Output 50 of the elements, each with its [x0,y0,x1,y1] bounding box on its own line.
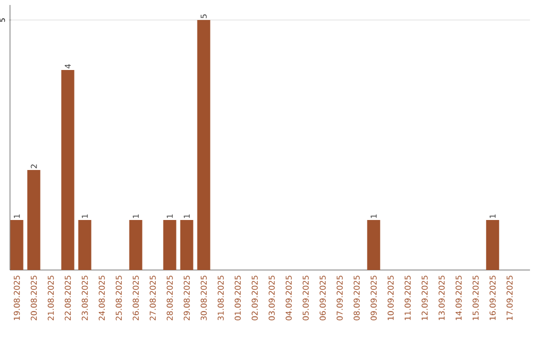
x-tick-label: 04.09.2025 [286,276,292,320]
bar [180,220,194,270]
data-label: 1 [132,214,139,218]
data-label: 1 [82,214,88,218]
bar [486,220,500,270]
x-tick-label: 06.09.2025 [320,276,326,320]
x-tick-label: 03.09.2025 [268,276,275,320]
x-tick-label: 28.08.2025 [166,276,173,320]
x-tick-label: 15.09.2025 [472,276,479,320]
x-tick-label: 19.08.2025 [14,276,20,320]
bar [129,220,142,270]
x-tick-label: 11.09.2025 [404,276,411,320]
x-tick-label: 07.09.2025 [336,276,343,320]
data-label: 2 [30,164,37,168]
x-tick-label: 12.09.2025 [422,276,428,320]
x-tick-label: 31.08.2025 [218,276,224,320]
bar [367,220,380,270]
x-tick-label: 29.08.2025 [184,276,190,320]
x-tick-label: 25.08.2025 [116,276,122,320]
x-tick-label: 05.09.2025 [302,276,309,320]
x-tick-label: 27.08.2025 [150,276,156,320]
x-tick-label: 22.08.2025 [64,276,71,320]
bar [163,220,176,270]
x-tick-label: 09.09.2025 [370,276,377,320]
bar [10,220,24,270]
data-label: 1 [490,214,496,218]
x-tick-label: 23.08.2025 [82,276,88,320]
x-tick-label: 17.09.2025 [506,276,513,320]
x-tick-label: 02.09.2025 [252,276,258,320]
x-tick-label: 01.09.2025 [234,276,241,320]
data-label: 4 [64,64,71,68]
x-tick-label: 20.08.2025 [30,276,37,320]
x-tick-label: 08.09.2025 [354,276,360,320]
x-tick-label: 10.09.2025 [388,276,394,320]
x-tick-label: 13.09.2025 [438,276,445,320]
x-tick-label: 26.08.2025 [132,276,139,320]
x-tick-label: 16.09.2025 [490,276,496,320]
data-label: 1 [14,214,20,218]
x-tick-label: 14.09.2025 [456,276,462,320]
data-label: 1 [184,214,190,218]
bar [61,70,74,270]
bar [197,20,210,270]
data-label: 1 [166,214,173,218]
x-tick-label: 24.08.2025 [98,276,105,320]
bar [78,220,92,270]
data-label: 5 [200,14,207,18]
bar [27,170,40,270]
x-tick-label: 21.08.2025 [48,276,54,320]
data-label: 1 [370,214,377,218]
x-tick-label: 30.08.2025 [200,276,207,320]
